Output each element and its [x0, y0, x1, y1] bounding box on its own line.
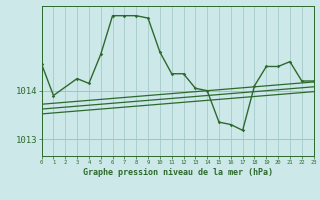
X-axis label: Graphe pression niveau de la mer (hPa): Graphe pression niveau de la mer (hPa) [83, 168, 273, 177]
